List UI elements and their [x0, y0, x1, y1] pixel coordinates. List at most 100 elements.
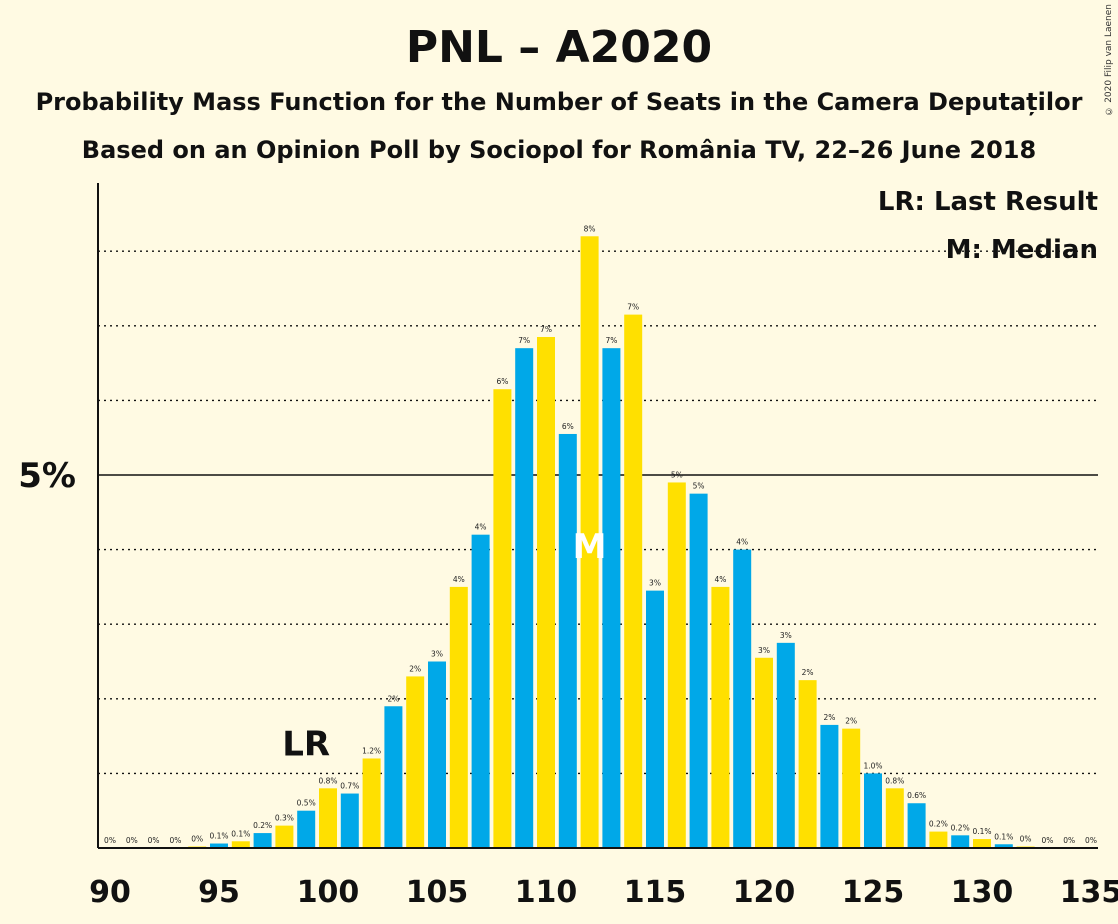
bar — [711, 586, 730, 848]
bar — [624, 314, 643, 848]
bar — [929, 831, 948, 848]
bar-value-label: 3% — [758, 646, 770, 655]
bar-value-label: 0.8% — [318, 776, 337, 785]
bar — [406, 676, 425, 848]
bar-value-label: 1.2% — [362, 746, 381, 755]
bar — [297, 810, 316, 848]
legend-last-result: LR: Last Result — [878, 187, 1098, 217]
bar — [558, 433, 577, 848]
bar-value-label: 0.1% — [994, 832, 1013, 841]
bar-value-label: 0% — [1063, 836, 1075, 845]
bar-value-label: 5% — [693, 482, 705, 491]
bar — [493, 389, 512, 848]
bar-value-label: 0.8% — [885, 776, 904, 785]
bar-value-label: 3% — [431, 650, 443, 659]
bar-value-label: 0.2% — [929, 820, 948, 829]
bar-value-label: 7% — [540, 325, 552, 334]
bar-value-label: 2% — [387, 694, 399, 703]
bar — [340, 793, 359, 848]
x-tick-label: 95 — [198, 875, 240, 910]
bar-value-label: 4% — [475, 523, 487, 532]
x-tick-label: 110 — [515, 875, 578, 910]
chart-subtitle-1: Probability Mass Function for the Number… — [35, 88, 1083, 116]
bar-value-label: 7% — [627, 303, 639, 312]
bar-value-label: 1.0% — [863, 761, 882, 770]
bar-value-label: 0.3% — [275, 814, 294, 823]
bar-value-label: 0% — [191, 835, 203, 844]
bar-value-label: 0% — [148, 836, 160, 845]
bar-value-label: 0% — [169, 836, 181, 845]
last-result-marker: LR — [282, 725, 330, 765]
bar — [319, 788, 337, 848]
x-tick-label: 130 — [951, 875, 1014, 910]
bar — [602, 348, 621, 848]
median-marker: M — [573, 527, 607, 567]
bar — [973, 839, 991, 848]
bar-value-label: 2% — [845, 717, 857, 726]
x-tick-label: 135 — [1060, 875, 1118, 910]
bar — [515, 348, 534, 848]
x-tick-label: 105 — [406, 875, 469, 910]
bar-value-label: 0% — [1041, 836, 1053, 845]
bar-value-label: 4% — [736, 538, 748, 547]
bar — [755, 657, 773, 848]
x-tick-label: 115 — [624, 875, 687, 910]
bar — [864, 773, 882, 848]
bar — [885, 788, 904, 848]
bar-value-label: 0% — [104, 836, 116, 845]
bar-value-label: 6% — [496, 377, 508, 386]
bar — [798, 680, 817, 848]
x-tick-label: 120 — [733, 875, 796, 910]
bar — [210, 843, 228, 848]
bar — [776, 642, 795, 848]
bar-value-label: 0.2% — [951, 823, 970, 832]
x-tick-label: 90 — [89, 875, 131, 910]
legend-median: M: Median — [946, 235, 1098, 265]
y-tick-label: 5% — [18, 456, 76, 496]
bar-value-label: 2% — [823, 713, 835, 722]
bar-value-label: 4% — [453, 575, 465, 584]
bar-value-label: 7% — [518, 336, 530, 345]
bar — [253, 833, 272, 848]
x-tick-label: 100 — [297, 875, 360, 910]
bar-value-label: 6% — [562, 422, 574, 431]
bar-value-label: 7% — [605, 336, 617, 345]
bar-value-label: 0% — [1020, 835, 1032, 844]
bar — [428, 661, 446, 848]
bar — [951, 835, 970, 848]
bar — [449, 586, 468, 848]
bar — [231, 841, 250, 848]
bar-value-label: 4% — [714, 575, 726, 584]
bar-value-label: 3% — [780, 631, 792, 640]
bar — [689, 493, 708, 848]
bar-value-label: 0.1% — [231, 829, 250, 838]
bar — [471, 534, 490, 848]
x-tick-label: 125 — [842, 875, 905, 910]
bar — [842, 728, 861, 848]
bar-value-label: 8% — [584, 224, 596, 233]
bar — [667, 482, 686, 848]
chart-title: PNL – A2020 — [405, 22, 713, 73]
bar-value-label: 2% — [802, 668, 814, 677]
bar — [646, 590, 664, 848]
bar-value-label: 0% — [1085, 836, 1097, 845]
chart-subtitle-2: Based on an Opinion Poll by Sociopol for… — [81, 136, 1037, 164]
bar-value-label: 0.6% — [907, 791, 926, 800]
bar — [994, 844, 1013, 848]
bar — [384, 706, 403, 848]
bar-value-label: 0% — [126, 836, 138, 845]
bar-value-label: 2% — [409, 664, 421, 673]
bar — [362, 758, 381, 848]
bar-value-label: 0.1% — [209, 832, 228, 841]
bar — [580, 236, 599, 848]
bar-value-label: 0.7% — [340, 782, 359, 791]
bar — [820, 724, 839, 848]
bar — [733, 549, 752, 848]
bar-value-label: 3% — [649, 579, 661, 588]
bar-value-label: 5% — [671, 470, 683, 479]
bar — [275, 825, 294, 848]
bar-value-label: 0.2% — [253, 821, 272, 830]
bar — [907, 803, 926, 848]
bar-value-label: 0.1% — [972, 827, 991, 836]
